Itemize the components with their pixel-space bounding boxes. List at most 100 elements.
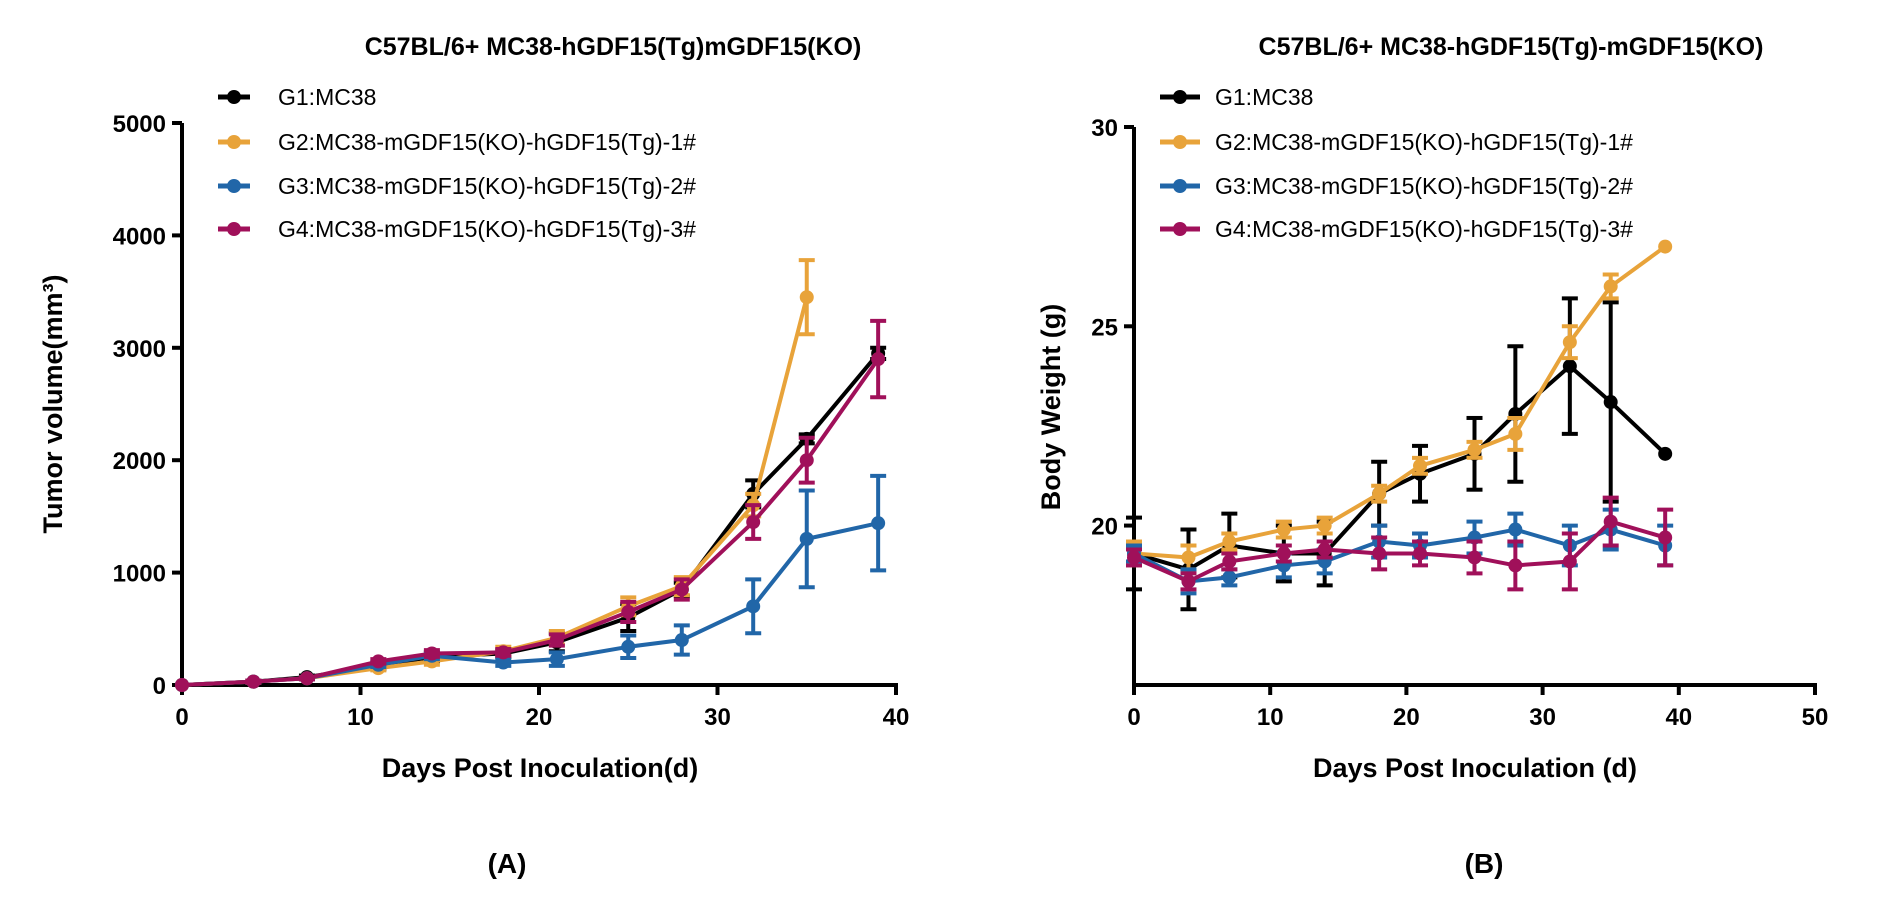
legend-label: G4:MC38-mGDF15(KO)-hGDF15(Tg)-3# xyxy=(278,216,696,242)
data-point xyxy=(424,646,439,661)
data-point xyxy=(871,516,886,531)
series-4 xyxy=(1126,495,1674,592)
data-point xyxy=(1181,574,1196,589)
legend-swatch-marker xyxy=(227,90,241,104)
data-point xyxy=(1413,546,1428,561)
legend-label: G1:MC38 xyxy=(1215,84,1313,110)
data-point xyxy=(1562,335,1577,350)
y-tick-label: 4000 xyxy=(113,223,166,250)
data-point xyxy=(799,531,814,546)
data-point xyxy=(1467,550,1482,565)
series-2 xyxy=(1126,239,1673,572)
data-point xyxy=(1276,522,1291,537)
data-point xyxy=(1562,359,1577,374)
data-point xyxy=(175,678,189,692)
data-point xyxy=(496,645,511,660)
legend-swatch-marker xyxy=(227,222,241,236)
y-tick-label: 25 xyxy=(1091,314,1118,341)
data-point xyxy=(1658,239,1673,254)
data-point xyxy=(1658,530,1673,545)
data-point xyxy=(621,639,636,654)
data-point xyxy=(1127,550,1141,565)
panel-label: (A) xyxy=(488,848,527,879)
series-line xyxy=(181,521,879,687)
x-tick-label: 10 xyxy=(347,704,374,731)
panel-b-body-weight: C57BL/6+ MC38-hGDF15(Tg)-mGDF15(KO) Days… xyxy=(1036,33,1828,879)
x-tick-label: 20 xyxy=(1393,704,1420,731)
data-point xyxy=(1467,442,1482,457)
x-tick-label: 50 xyxy=(1802,704,1829,731)
series-line xyxy=(1133,519,1666,584)
data-point xyxy=(1181,550,1196,565)
x-tick-label: 40 xyxy=(1665,704,1692,731)
data-point xyxy=(1317,542,1332,557)
data-point xyxy=(1372,486,1387,501)
y-tick-label: 5000 xyxy=(113,111,166,138)
legend-label: G2:MC38-mGDF15(KO)-hGDF15(Tg)-1# xyxy=(278,129,696,155)
y-axis-label: Body Weight (g) xyxy=(1036,304,1066,510)
data-point xyxy=(621,604,636,619)
data-point xyxy=(799,453,814,468)
data-point xyxy=(496,655,511,670)
legend-swatch-marker xyxy=(227,179,241,193)
data-point xyxy=(246,674,261,689)
series-line xyxy=(181,352,880,687)
data-point xyxy=(746,515,761,530)
data-point xyxy=(871,352,886,367)
data-point xyxy=(1562,554,1577,569)
x-tick-label: 10 xyxy=(1257,704,1284,731)
y-tick-label: 30 xyxy=(1091,115,1118,142)
legend-label: G3:MC38-mGDF15(KO)-hGDF15(Tg)-2# xyxy=(278,173,696,199)
series-1 xyxy=(1126,296,1673,612)
data-point xyxy=(1603,279,1618,294)
data-point xyxy=(1222,570,1237,585)
y-tick-label: 20 xyxy=(1091,514,1118,541)
series-line xyxy=(1133,244,1667,560)
data-point xyxy=(1508,426,1523,441)
x-tick-label: 30 xyxy=(704,704,731,731)
series-2 xyxy=(175,258,815,692)
x-tick-label: 0 xyxy=(1127,704,1140,731)
data-point xyxy=(1603,514,1618,529)
y-tick-label: 0 xyxy=(153,673,166,700)
series-3 xyxy=(175,473,887,692)
data-point xyxy=(1317,518,1332,533)
chart-title: C57BL/6+ MC38-hGDF15(Tg)mGDF15(KO) xyxy=(365,33,862,61)
legend-swatch-marker xyxy=(227,135,241,149)
x-tick-label: 20 xyxy=(526,704,553,731)
panel-label: (B) xyxy=(1465,848,1504,879)
legend-label: G3:MC38-mGDF15(KO)-hGDF15(Tg)-2# xyxy=(1215,173,1633,199)
y-tick-label: 1000 xyxy=(113,561,166,588)
data-point xyxy=(674,582,689,597)
legend-label: G2:MC38-mGDF15(KO)-hGDF15(Tg)-1# xyxy=(1215,129,1633,155)
data-point xyxy=(1222,534,1237,549)
series-4 xyxy=(175,318,887,692)
data-point xyxy=(1603,395,1618,410)
legend-swatch-marker xyxy=(1173,135,1187,149)
data-point xyxy=(1413,458,1428,473)
data-point xyxy=(799,290,814,305)
data-point xyxy=(549,652,564,667)
x-tick-label: 30 xyxy=(1529,704,1556,731)
legend-label: G1:MC38 xyxy=(278,84,376,110)
data-point xyxy=(1508,522,1523,537)
y-tick-label: 3000 xyxy=(113,336,166,363)
chart-title: C57BL/6+ MC38-hGDF15(Tg)-mGDF15(KO) xyxy=(1259,33,1764,61)
legend-swatch-marker xyxy=(1173,222,1187,236)
data-point xyxy=(674,633,689,648)
x-tick-label: 0 xyxy=(175,704,188,731)
data-point xyxy=(1372,546,1387,561)
y-axis-label: Tumor volume(mm³) xyxy=(38,274,68,533)
data-point xyxy=(371,654,386,669)
panel-a-tumor-volume: C57BL/6+ MC38-hGDF15(Tg)mGDF15(KO) Days … xyxy=(38,33,909,879)
legend-label: G4:MC38-mGDF15(KO)-hGDF15(Tg)-3# xyxy=(1215,216,1633,242)
series-line xyxy=(181,357,880,687)
data-point xyxy=(1658,446,1673,461)
data-point xyxy=(299,671,314,686)
x-axis-label: Days Post Inoculation (d) xyxy=(1313,753,1637,783)
x-axis-label: Days Post Inoculation(d) xyxy=(382,753,699,783)
x-tick-label: 40 xyxy=(883,704,910,731)
data-point xyxy=(1222,554,1237,569)
data-point xyxy=(746,599,761,614)
